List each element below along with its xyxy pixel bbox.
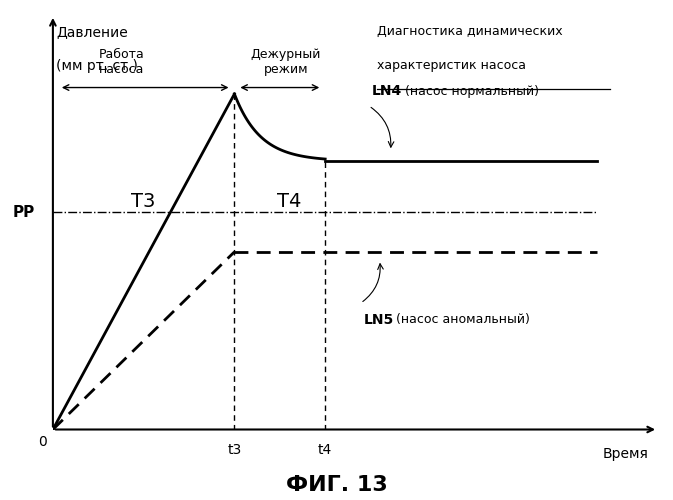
Text: (мм рт. ст.): (мм рт. ст.)	[56, 59, 138, 73]
Text: Т3: Т3	[131, 192, 156, 211]
Text: 0: 0	[38, 436, 46, 450]
Text: t4: t4	[318, 444, 332, 458]
Text: ФИГ. 13: ФИГ. 13	[285, 475, 388, 495]
Text: Давление: Давление	[56, 26, 128, 40]
Text: (насос нормальный): (насос нормальный)	[400, 85, 538, 98]
Text: t3: t3	[227, 444, 242, 458]
Text: Т4: Т4	[277, 192, 301, 211]
Text: (насос аномальный): (насос аномальный)	[392, 313, 530, 326]
Text: LN4: LN4	[371, 84, 402, 98]
Text: Время: Время	[603, 448, 649, 462]
Text: LN5: LN5	[363, 313, 394, 327]
Text: характеристик насоса: характеристик насоса	[377, 59, 526, 72]
Text: Диагностика динамических: Диагностика динамических	[377, 26, 562, 38]
Text: Дежурный
режим: Дежурный режим	[250, 48, 321, 76]
Text: Работа
насоса: Работа насоса	[99, 48, 145, 76]
Text: РР: РР	[13, 205, 35, 220]
